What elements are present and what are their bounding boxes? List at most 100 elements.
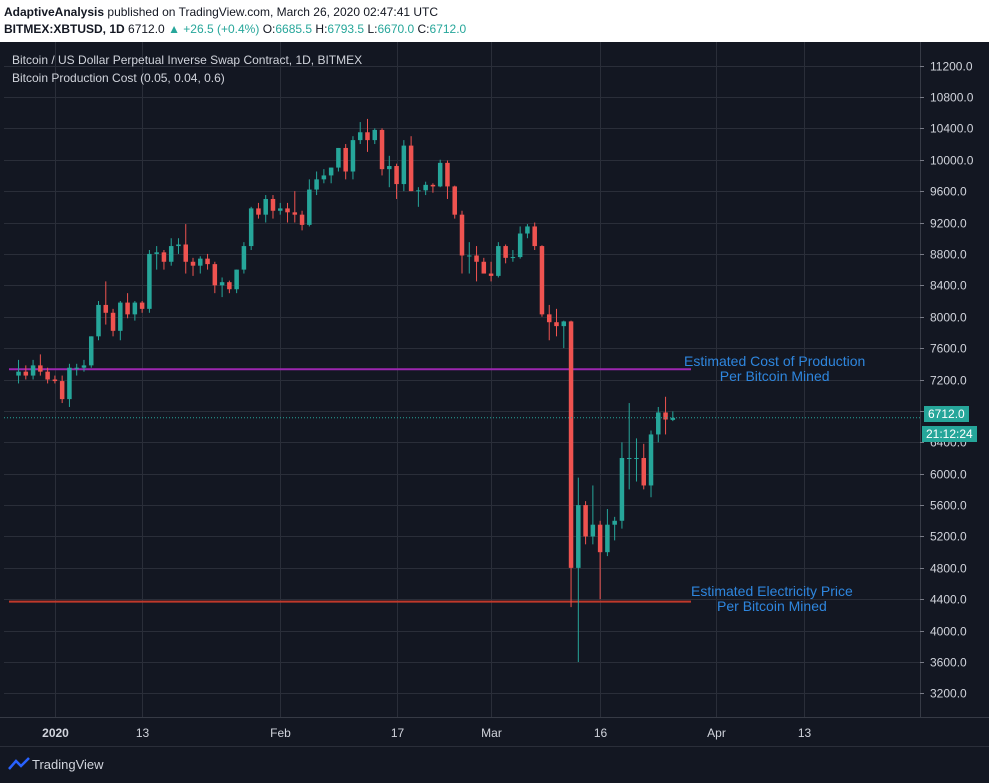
candle-body — [234, 269, 239, 290]
candle-body — [256, 208, 261, 215]
candle-body — [372, 129, 378, 141]
high-label: H: — [315, 22, 328, 36]
symbol-label: BITMEX:XBTUSD, 1D — [4, 22, 125, 36]
price-change: ▲ +26.5 (+0.4%) — [168, 22, 260, 36]
time-tick-label: 2020 — [42, 726, 69, 740]
indicator-legend[interactable]: Bitcoin Production Cost (0.05, 0.04, 0.6… — [12, 71, 225, 85]
candle-body — [612, 520, 617, 525]
candle-body — [554, 322, 559, 327]
price-tick-label: 10400.0 — [930, 122, 974, 136]
electricity-annotation-line1: Estimated Electricity Price — [691, 583, 853, 599]
production-annotation-line2: Per Bitcoin Mined — [719, 368, 830, 384]
candle-body — [23, 371, 29, 376]
candle-body — [183, 244, 188, 262]
candle-body — [656, 412, 661, 435]
price-tick-label: 5600.0 — [930, 499, 967, 513]
candle-body — [278, 208, 283, 211]
price-tick-label: 10800.0 — [930, 91, 974, 105]
author-name[interactable]: AdaptiveAnalysis — [4, 5, 105, 19]
low-label: L: — [367, 22, 378, 36]
candle-body — [532, 226, 537, 247]
candle-body — [365, 132, 370, 141]
price-tick-label: 7200.0 — [930, 374, 967, 388]
candle-body — [45, 371, 50, 380]
candle-body — [263, 198, 268, 215]
production-annotation-line1: Estimated Cost of Production — [684, 353, 866, 369]
candle-body — [401, 145, 407, 185]
candle-body — [481, 261, 487, 274]
candle-body — [118, 302, 123, 331]
candle-body — [154, 252, 159, 254]
candle-body — [241, 246, 247, 270]
ohlc-line: BITMEX:XBTUSD, 1D 6712.0 ▲ +26.5 (+0.4%)… — [4, 22, 466, 36]
candle-body — [292, 212, 298, 215]
publish-line: AdaptiveAnalysis published on TradingVie… — [4, 5, 438, 19]
electricity-price-annotation: Estimated Electricity Price Per Bitcoin … — [691, 584, 853, 614]
electricity-annotation-line2: Per Bitcoin Mined — [717, 598, 827, 614]
price-tick-label: 8800.0 — [930, 248, 967, 262]
time-tick-label: 16 — [594, 726, 608, 740]
candle-body — [525, 226, 530, 234]
candle-body — [67, 367, 72, 400]
candle-body — [539, 246, 545, 315]
candle-body — [619, 457, 625, 521]
candle-body — [52, 379, 58, 382]
last-price-tag: 6712.0 — [924, 406, 969, 422]
candle-body — [198, 258, 203, 266]
candle-body — [74, 367, 79, 369]
candle-body — [139, 302, 145, 309]
close-label: C: — [417, 22, 430, 36]
candle-body — [663, 412, 668, 420]
candle-body — [299, 214, 305, 225]
candlestick-chart[interactable]: 11200.0 10800.0 10400.0 10000.0 9600.0 9200.0… — [0, 42, 989, 746]
published-info: published on TradingView.com, March 26, … — [107, 5, 439, 19]
publish-header: AdaptiveAnalysis published on TradingVie… — [0, 0, 989, 42]
candle-body — [270, 198, 276, 211]
tradingview-logo-icon[interactable] — [8, 757, 30, 771]
production-cost-annotation: Estimated Cost of Production Per Bitcoin… — [684, 354, 865, 384]
time-tick-label: Apr — [707, 726, 726, 740]
plot-area — [0, 42, 920, 717]
candle-body — [205, 258, 210, 265]
candle-body — [467, 255, 472, 257]
candle-body — [328, 167, 334, 176]
candle-body — [634, 457, 639, 459]
open-value: 6685.5 — [275, 22, 313, 36]
candle-body — [168, 246, 174, 262]
price-tick-label: 11200.0 — [930, 60, 973, 74]
candle-body — [59, 381, 65, 400]
candle-body — [219, 282, 225, 286]
candle-body — [437, 162, 443, 187]
candle-body — [626, 457, 632, 459]
price-tick-label: 8400.0 — [930, 279, 967, 293]
low-value: 6670.0 — [377, 22, 415, 36]
open-label: O: — [262, 22, 276, 36]
candle-body — [503, 246, 508, 258]
candle-body — [459, 214, 465, 256]
candle-body — [430, 184, 436, 187]
candle-body — [30, 365, 36, 376]
time-tick-label: Mar — [481, 726, 502, 740]
candle-body — [350, 140, 356, 172]
candle-body — [568, 321, 574, 568]
candle-body — [423, 184, 428, 191]
candle-body — [583, 505, 588, 537]
candle-body — [379, 129, 385, 170]
price-tick-label: 4800.0 — [930, 562, 967, 576]
price-tick-label: 8000.0 — [930, 311, 967, 325]
candle-body — [212, 264, 218, 286]
close-value: 6712.0 — [429, 22, 467, 36]
price-tick-label: 9200.0 — [930, 217, 967, 231]
price-tick-label: 3600.0 — [930, 656, 967, 670]
candle-body — [161, 252, 167, 262]
candle-body — [125, 302, 130, 315]
candle-body — [416, 190, 421, 192]
candle-body — [576, 505, 581, 568]
candle-body — [648, 434, 654, 486]
candle-body — [38, 365, 43, 372]
high-value: 6793.5 — [327, 22, 365, 36]
tradingview-brand[interactable]: TradingView — [32, 757, 104, 772]
candle-body — [96, 304, 101, 337]
candle-body — [314, 179, 319, 190]
candle-body — [81, 365, 87, 368]
